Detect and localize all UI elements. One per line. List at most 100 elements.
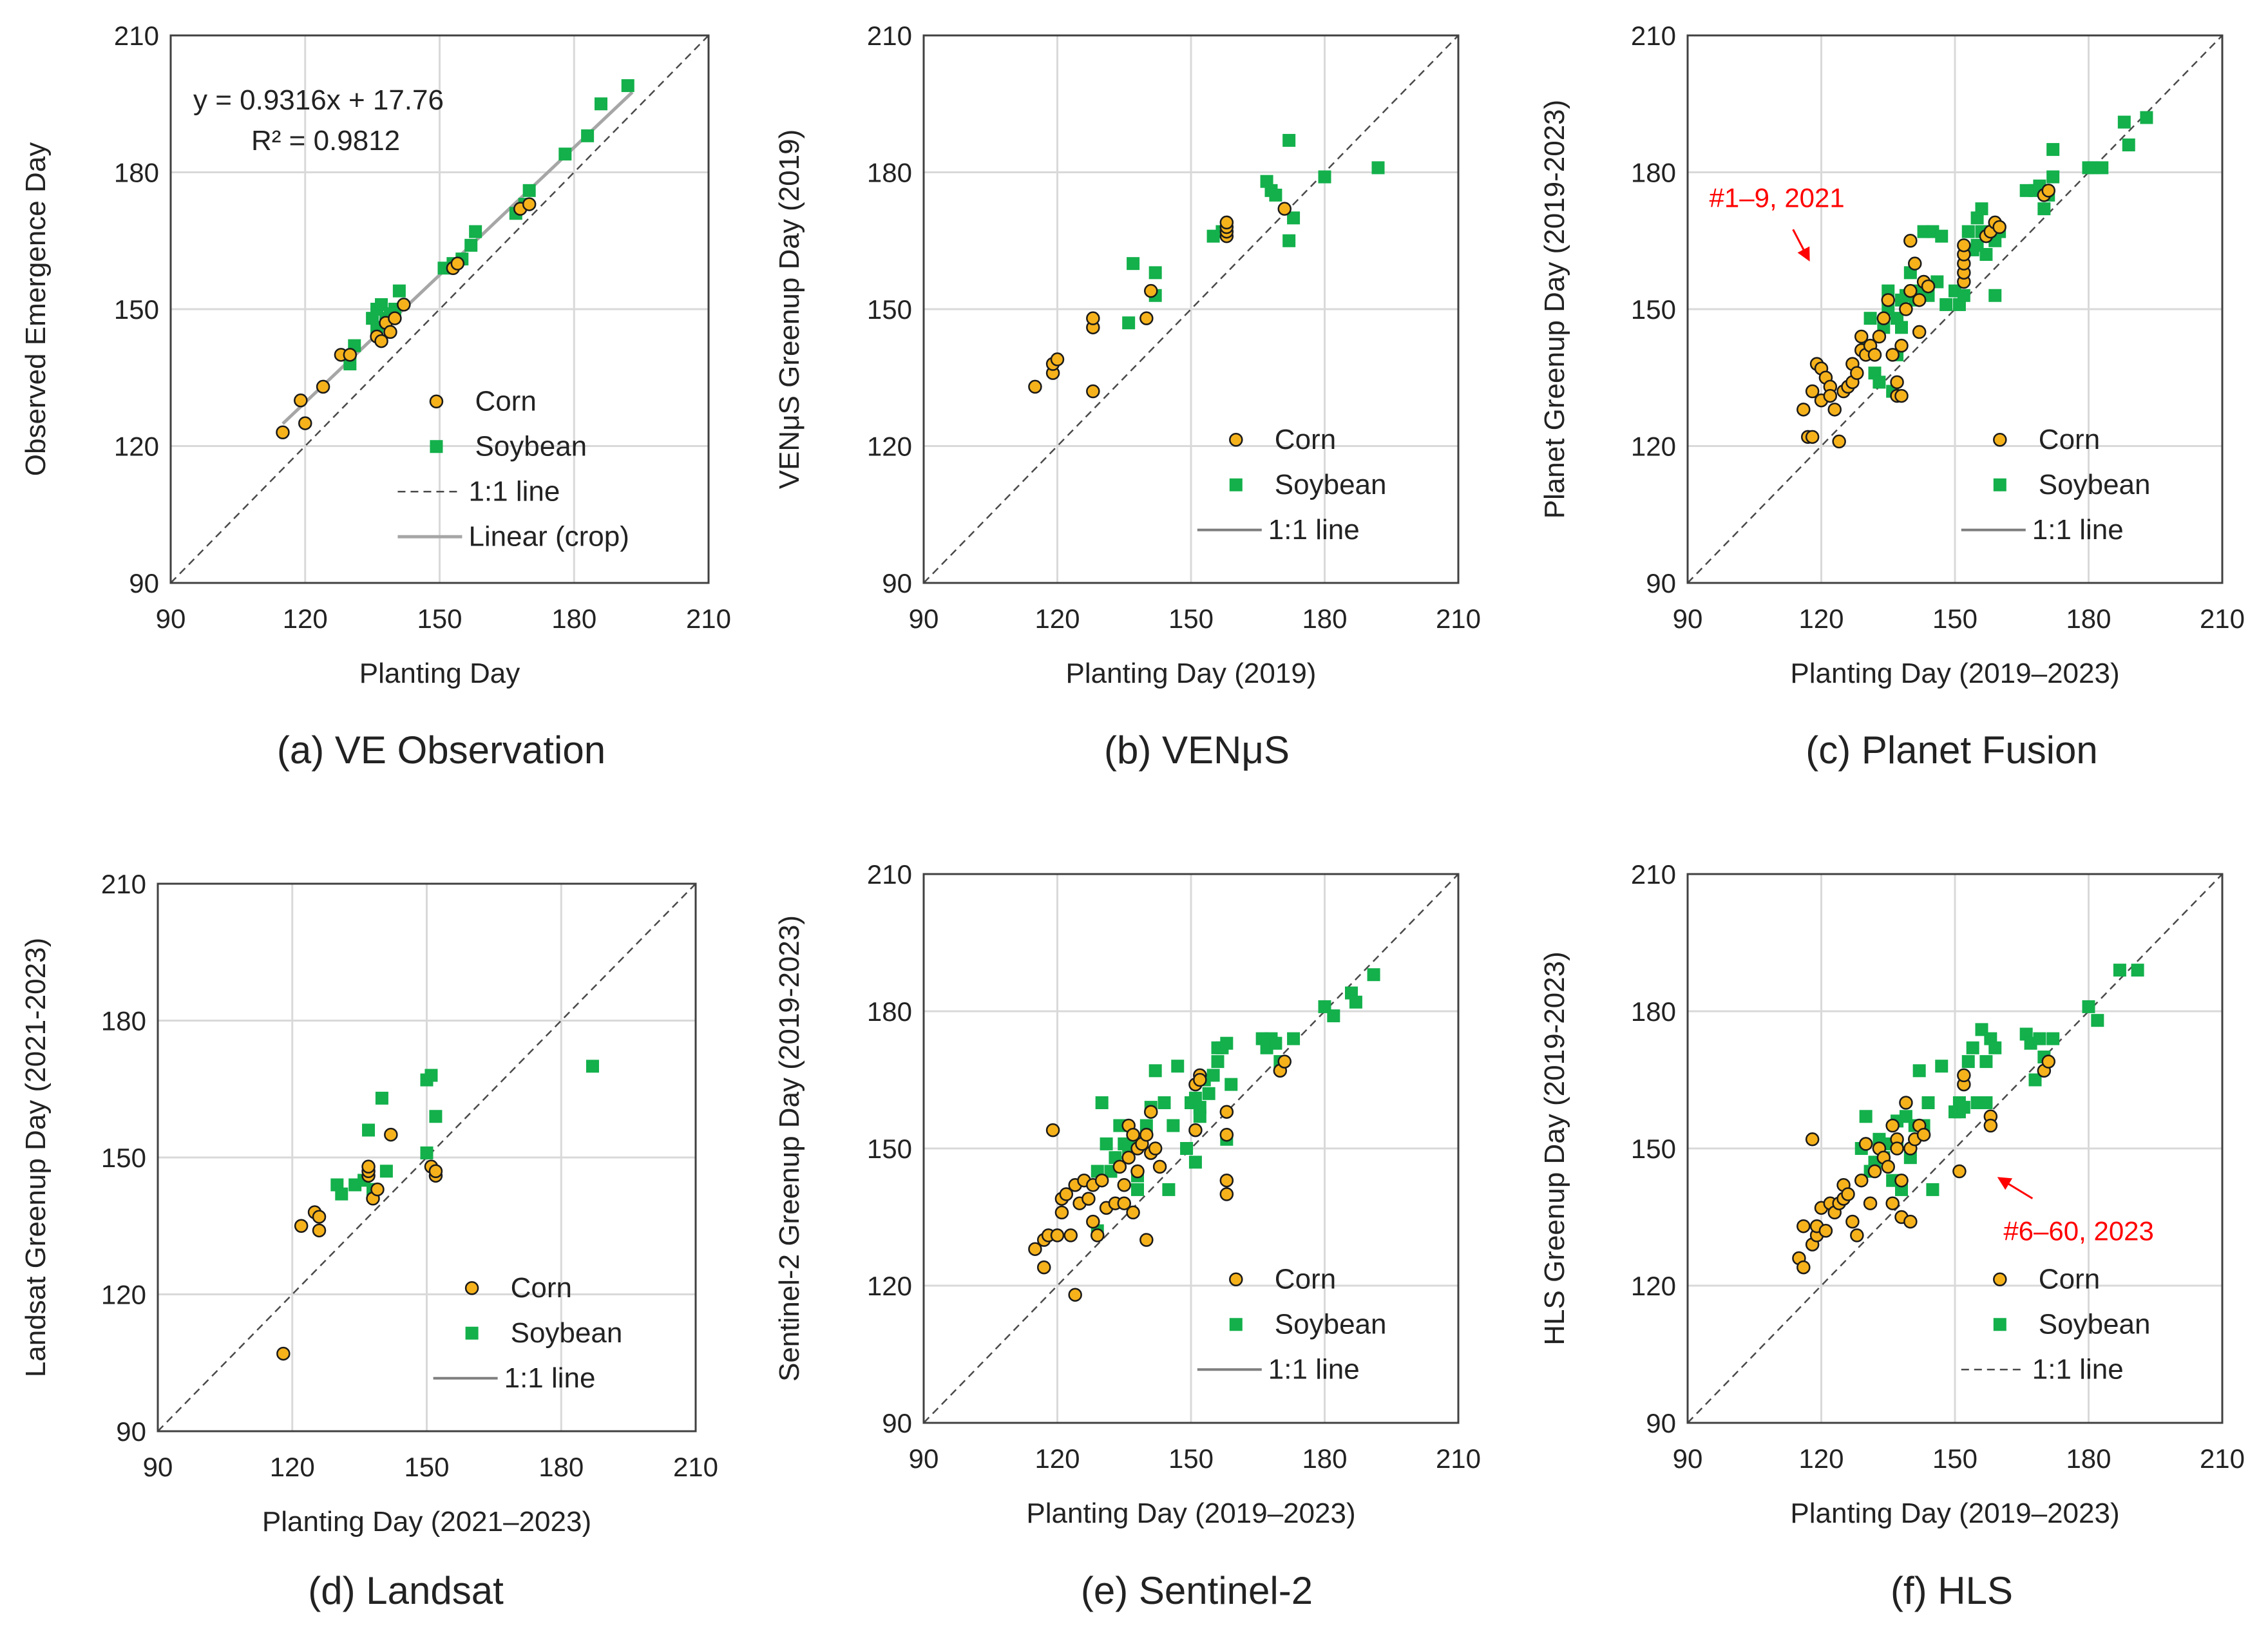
soybean-point — [469, 225, 482, 238]
x-tick-label: 90 — [1673, 1443, 1703, 1474]
soybean-point — [1193, 1101, 1206, 1114]
corn-point — [1126, 1205, 1140, 1220]
corn-point — [1050, 352, 1065, 367]
corn-point — [1086, 1214, 1100, 1229]
soybean-point — [1180, 1142, 1194, 1155]
corn-point — [1903, 234, 1918, 248]
panel-e: 90 90 120 120 150 150 180 180 210 210 Planting Day… — [774, 859, 1481, 1612]
corn-point — [1823, 388, 1838, 403]
corn-point — [343, 348, 357, 362]
corn-point — [1908, 256, 1922, 271]
corn-point — [312, 1223, 327, 1238]
soybean-point — [1225, 1078, 1238, 1091]
corn-point — [1899, 1096, 1913, 1110]
corn-point — [384, 1127, 398, 1142]
corn-point — [1903, 283, 1918, 298]
soybean-point — [1171, 1060, 1185, 1073]
corn-point — [1867, 348, 1882, 362]
corn-point — [1881, 1159, 1895, 1174]
x-tick-label: 150 — [404, 1452, 449, 1482]
legend-label: Corn — [1275, 1263, 1336, 1295]
corn-point — [1912, 293, 1927, 307]
x-tick-label: 180 — [1302, 1443, 1347, 1474]
corn-point — [1028, 379, 1042, 394]
panel-c: 90 90 120 120 150 150 180 180 210 210 Planting Day… — [1539, 21, 2245, 772]
soybean-point — [1979, 1055, 1993, 1069]
soybean-point — [1220, 1036, 1234, 1050]
soybean-point — [2140, 111, 2153, 124]
legend-label: Corn — [1275, 424, 1336, 455]
plot-frame — [1686, 873, 2224, 1424]
soybean-point — [2091, 1014, 2104, 1027]
corn-point — [1912, 325, 1927, 339]
regression-equation: y = 0.9316x + 17.76 — [193, 84, 444, 116]
corn-point — [1059, 1187, 1074, 1201]
legend-label: 1:1 line — [2032, 1353, 2124, 1385]
panel-caption: (d) Landsat — [308, 1569, 504, 1612]
corn-point — [1890, 1141, 1904, 1156]
corn-point — [1130, 1164, 1145, 1179]
legend-label: 1:1 line — [1268, 514, 1360, 546]
soybean-point — [1912, 1064, 1926, 1078]
corn-point — [1992, 220, 2006, 234]
y-tick-label: 120 — [101, 1280, 146, 1310]
x-tick-label: 210 — [1436, 604, 1481, 634]
y-tick-label: 210 — [1631, 859, 1676, 890]
soybean-point — [522, 184, 536, 197]
soybean-point — [2131, 964, 2144, 977]
soybean-point — [2095, 161, 2109, 175]
soybean-point — [2028, 1073, 2042, 1087]
corn-point — [1219, 1127, 1234, 1142]
soybean-point — [1206, 1069, 1220, 1082]
corn-point — [2041, 184, 2055, 198]
corn-point — [1139, 311, 1154, 325]
soybean-point — [2122, 138, 2135, 151]
panel-b: 90 90 120 120 150 150 180 180 210 210 Planting Day… — [774, 21, 1481, 772]
panel-caption: (f) HLS — [1891, 1569, 2013, 1612]
corn-point — [522, 197, 537, 211]
corn-point — [1796, 1219, 1811, 1233]
corn-point — [1867, 1164, 1882, 1179]
soybean-point — [1188, 1156, 1202, 1169]
y-tick-label: 180 — [1631, 996, 1676, 1027]
soybean-point — [392, 284, 406, 298]
y-axis-label: Observed Emergence Day — [20, 142, 52, 476]
corn-point — [1890, 375, 1904, 390]
soybean-point — [362, 1123, 376, 1137]
corn-point — [1983, 1118, 1998, 1133]
corn-point — [1885, 1196, 1900, 1210]
y-tick-label: 180 — [114, 158, 159, 188]
corn-point — [1885, 1118, 1900, 1133]
y-tick-label: 90 — [1646, 1408, 1676, 1438]
corn-point — [1068, 1288, 1082, 1302]
legend-label: 1:1 line — [1268, 1353, 1360, 1385]
x-axis-label: Planting Day (2019–2023) — [1790, 658, 2119, 689]
y-tick-label: 210 — [101, 869, 146, 899]
soybean-point — [1939, 298, 1953, 311]
corn-point — [1894, 1173, 1909, 1188]
corn-point — [1121, 1150, 1136, 1165]
soybean-point — [1162, 1183, 1176, 1196]
soybean-point — [1287, 211, 1301, 225]
soybean-point — [1921, 1096, 1935, 1109]
y-tick-label: 90 — [1646, 568, 1676, 598]
corn-point — [1854, 329, 1869, 344]
legend-label: Corn — [2039, 424, 2100, 455]
soybean-point — [2082, 1000, 2095, 1013]
soybean-point — [1988, 1041, 2002, 1054]
soybean-point — [595, 97, 607, 111]
y-tick-label: 180 — [101, 1006, 146, 1036]
corn-point — [276, 1346, 291, 1361]
y-tick-label: 90 — [116, 1416, 146, 1447]
soybean-point — [581, 129, 595, 142]
corn-point — [1850, 366, 1864, 380]
corn-point — [1863, 1196, 1878, 1210]
corn-point — [1858, 1137, 1873, 1151]
x-tick-label: 180 — [538, 1452, 584, 1482]
plot-frame — [922, 873, 1460, 1424]
legend-label: Soybean — [1275, 469, 1387, 500]
corn-point — [1188, 1123, 1203, 1138]
corn-point — [2041, 1054, 2055, 1069]
soybean-point — [1269, 188, 1282, 202]
soybean-point — [1211, 1055, 1225, 1069]
